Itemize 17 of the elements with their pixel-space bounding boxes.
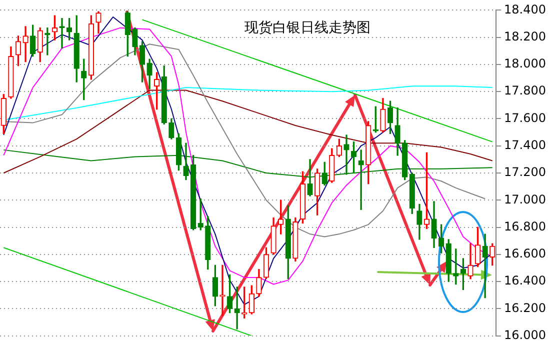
candlestick: [234, 286, 240, 330]
y-tick-label: 17.400: [504, 138, 546, 152]
y-tick-label: 16.800: [504, 219, 546, 234]
y-tick-label: 17.600: [504, 110, 546, 125]
y-tick-label: 16.000: [504, 328, 546, 342]
text: 现货白银日线走势图: [244, 20, 371, 36]
y-tick-label: 16.600: [504, 246, 546, 261]
candlestick: [482, 234, 488, 298]
candlestick: [22, 26, 28, 62]
y-tick-label: 18.000: [504, 56, 546, 71]
y-tick-label: 16.200: [504, 300, 546, 315]
y-tick-label: 17.200: [504, 165, 546, 180]
y-tick-label: 18.400: [504, 2, 546, 16]
y-tick-label: 16.400: [504, 274, 546, 288]
y-tick-label: 17.800: [504, 84, 546, 98]
y-tick-label: 18.200: [504, 29, 546, 44]
y-tick-label: 17.000: [504, 192, 546, 206]
